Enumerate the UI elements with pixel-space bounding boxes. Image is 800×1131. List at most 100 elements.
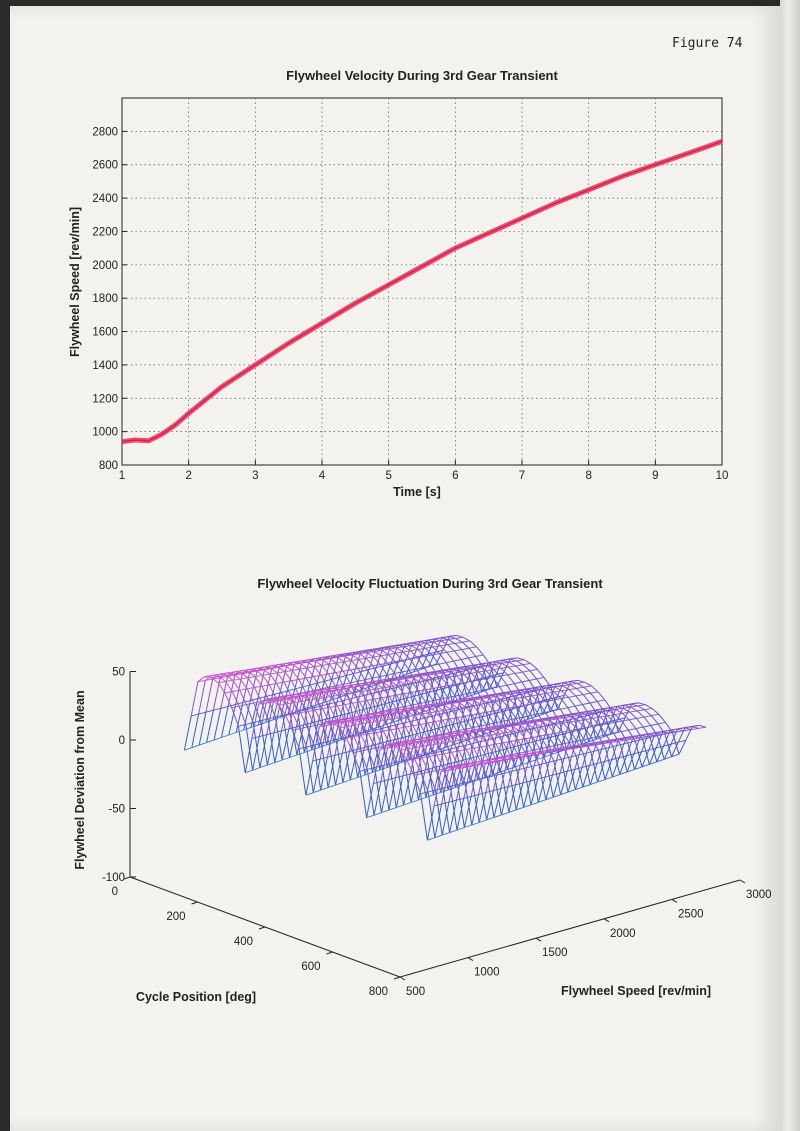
surface-mesh-segment	[452, 671, 461, 675]
surface-mesh-segment	[457, 784, 465, 828]
surface-mesh-segment	[366, 656, 374, 659]
surface-mesh-segment	[465, 664, 473, 667]
surface-mesh-segment	[613, 722, 622, 732]
surface-mesh-segment	[362, 716, 370, 719]
surface-mesh-segment	[544, 751, 553, 778]
surface-mesh-segment	[514, 754, 522, 757]
surface-mesh-segment	[452, 701, 461, 725]
surface-mesh-segment	[389, 686, 397, 696]
surface-mesh-segment	[599, 723, 607, 726]
surface-mesh-segment	[443, 767, 451, 770]
surface-mesh-segment	[588, 743, 597, 746]
surface-mesh-segment	[490, 725, 498, 728]
surface-mesh-segment	[401, 710, 409, 738]
surface-mesh-segment	[221, 734, 229, 738]
surface-mesh-segment	[327, 685, 336, 688]
surface-mesh-segment	[371, 691, 380, 695]
surface-mesh-segment	[359, 700, 368, 703]
surface-mesh-segment	[629, 717, 637, 721]
surface-mesh-segment	[310, 704, 318, 708]
surface-mesh-segment	[377, 711, 386, 714]
surface-mesh-segment	[392, 711, 400, 714]
surface-mesh-segment	[248, 670, 256, 673]
surface-mesh-segment	[461, 641, 470, 649]
surface-mesh-segment	[332, 696, 340, 701]
surface-mesh-segment	[531, 702, 539, 705]
surface-mesh-segment	[340, 717, 349, 720]
surface-mesh-segment	[271, 664, 279, 667]
chart1-ytick-label: 1800	[92, 293, 118, 305]
surface-mesh-segment	[456, 797, 464, 801]
surface-mesh-segment	[359, 653, 367, 659]
surface-mesh-segment	[278, 705, 287, 716]
surface-mesh-segment	[493, 788, 502, 818]
surface-mesh-segment	[453, 721, 461, 725]
surface-mesh-segment	[510, 753, 518, 756]
surface-mesh-segment	[489, 694, 498, 697]
surface-mesh-segment	[517, 692, 525, 698]
surface-mesh-segment	[493, 814, 502, 818]
surface-mesh-segment	[554, 733, 563, 745]
surface-mesh-segment	[525, 736, 534, 740]
surface-mesh-segment	[390, 729, 399, 744]
surface-mesh-segment	[585, 717, 593, 720]
surface-mesh-segment	[414, 674, 422, 697]
chart1-ytick-label: 2200	[92, 226, 118, 238]
surface-mesh-segment	[473, 746, 482, 749]
surface-mesh-segment	[324, 699, 333, 703]
surface-mesh-segment	[322, 658, 330, 661]
surface-mesh-segment	[458, 700, 467, 703]
surface-mesh-segment	[374, 765, 383, 769]
velocity-line-chart: Flywheel Velocity During 3rd Gear Transi…	[68, 68, 728, 499]
surface-mesh-segment	[317, 688, 325, 692]
surface-mesh-segment	[226, 673, 234, 676]
surface-mesh-segment	[244, 738, 253, 773]
surface-mesh-segment	[347, 711, 356, 714]
surface-mesh-segment	[492, 686, 500, 689]
surface-mesh-segment	[411, 756, 420, 759]
surface-mesh-segment	[334, 722, 342, 725]
surface-mesh-segment	[483, 731, 492, 735]
surface-mesh-segment	[400, 707, 408, 710]
surface-mesh-segment	[418, 689, 427, 692]
surface-mesh-segment	[363, 713, 371, 717]
surface-mesh-segment	[524, 696, 532, 705]
surface-mesh-segment	[337, 653, 346, 656]
surface-mesh-segment	[321, 722, 330, 725]
surface-mesh-segment	[569, 687, 577, 691]
chart2-ztick-label: -50	[108, 804, 125, 816]
surface-mesh-segment	[505, 724, 514, 727]
surface-mesh-segment	[257, 669, 265, 699]
surface-mesh-segment	[396, 762, 405, 806]
surface-mesh-segment	[479, 779, 488, 821]
surface-mesh-segment	[571, 714, 579, 718]
surface-mesh-segment	[299, 726, 308, 730]
surface-mesh-segment	[252, 736, 260, 771]
surface-mesh-segment	[553, 758, 562, 762]
surface-mesh-segment	[525, 738, 533, 751]
surface-mesh-segment	[314, 666, 322, 676]
surface-mesh-segment	[628, 728, 636, 731]
surface-mesh-segment	[280, 698, 289, 701]
surface-mesh-segment	[481, 694, 489, 697]
surface-mesh-segment	[382, 744, 391, 747]
surface-mesh-segment	[321, 665, 329, 675]
surface-mesh-segment	[439, 711, 448, 715]
surface-mesh-segment	[561, 756, 569, 760]
surface-mesh-segment	[219, 672, 227, 675]
surface-mesh-segment	[197, 679, 206, 683]
surface-mesh-segment	[281, 757, 290, 761]
surface-mesh-segment	[378, 724, 386, 728]
surface-mesh-segment	[364, 693, 372, 696]
surface-mesh-segment	[544, 723, 553, 727]
surface-mesh-segment	[357, 668, 366, 681]
surface-mesh-segment	[405, 677, 413, 680]
surface-mesh-segment	[318, 744, 327, 748]
surface-mesh-segment	[489, 728, 498, 731]
surface-mesh-segment	[332, 720, 341, 724]
surface-mesh-segment	[423, 706, 431, 733]
surface-mesh-segment	[412, 723, 421, 727]
surface-mesh-segment	[425, 689, 434, 701]
surface-mesh-segment	[502, 754, 511, 758]
surface-mesh-segment	[471, 666, 480, 669]
